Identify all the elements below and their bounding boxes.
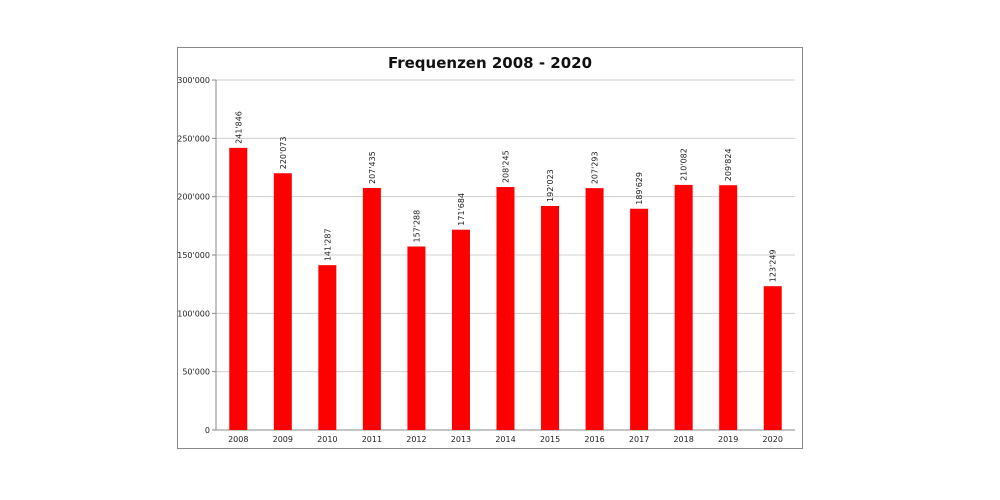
bar-2016 <box>585 188 604 430</box>
y-tick-label: 0 <box>205 426 210 435</box>
bar-2019 <box>719 185 738 430</box>
data-label: 171'684 <box>457 193 466 226</box>
x-tick-label: 2016 <box>584 435 604 444</box>
chart-title: Frequenzen 2008 - 2020 <box>388 54 592 72</box>
x-tick-label: 2019 <box>718 435 738 444</box>
data-label: 189'629 <box>635 172 644 205</box>
data-label: 220'073 <box>279 136 288 169</box>
y-tick-label: 300'000 <box>177 76 210 85</box>
data-label: 210'082 <box>680 148 689 181</box>
bar-2020 <box>763 286 782 430</box>
bar-2014 <box>496 187 515 430</box>
bar-2018 <box>674 184 693 430</box>
y-tick-label: 200'000 <box>177 193 210 202</box>
y-tick-label: 100'000 <box>177 309 210 318</box>
x-tick-label: 2020 <box>763 435 783 444</box>
x-tick-label: 2008 <box>228 435 248 444</box>
x-tick-label: 2018 <box>673 435 693 444</box>
x-tick-label: 2011 <box>362 435 382 444</box>
y-tick-label: 250'000 <box>177 134 210 143</box>
y-tick-label: 150'000 <box>177 251 210 260</box>
data-label: 141'287 <box>323 228 332 261</box>
x-tick-label: 2014 <box>495 435 515 444</box>
bar-2015 <box>541 205 560 430</box>
bar-2009 <box>273 173 292 430</box>
bar-2010 <box>318 265 337 430</box>
x-tick-label: 2010 <box>317 435 337 444</box>
chart-frame <box>177 47 803 449</box>
y-tick-label: 50'000 <box>182 368 210 377</box>
data-label: 241'846 <box>234 111 243 144</box>
data-label: 208'245 <box>502 150 511 183</box>
x-tick-label: 2017 <box>629 435 649 444</box>
data-label: 192'023 <box>546 169 555 202</box>
data-label: 207'293 <box>591 151 600 184</box>
x-tick-label: 2012 <box>406 435 426 444</box>
bar-2011 <box>362 187 381 430</box>
data-label: 157'288 <box>412 210 421 243</box>
bar-2012 <box>407 246 426 430</box>
bar-2017 <box>630 208 649 430</box>
data-label: 123'249 <box>769 249 778 282</box>
bar-2013 <box>451 229 470 430</box>
x-tick-label: 2015 <box>540 435 560 444</box>
x-tick-label: 2009 <box>273 435 293 444</box>
x-tick-label: 2013 <box>451 435 471 444</box>
data-label: 209'824 <box>724 148 733 181</box>
bar-2008 <box>229 147 248 431</box>
data-label: 207'435 <box>368 151 377 184</box>
